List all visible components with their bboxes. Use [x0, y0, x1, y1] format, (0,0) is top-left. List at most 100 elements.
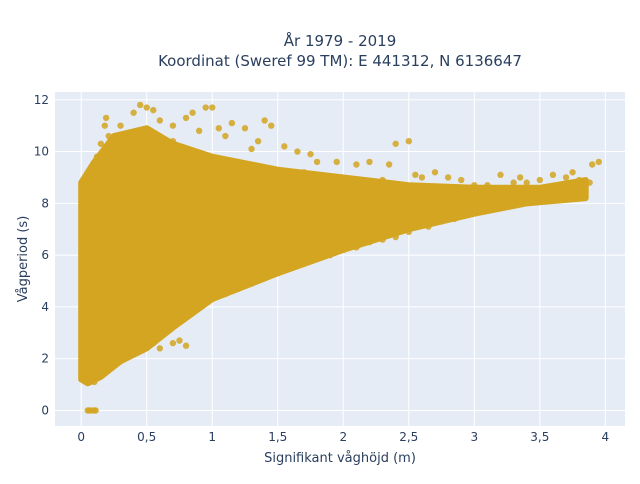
- data-point: [110, 360, 118, 368]
- data-point: [97, 368, 105, 375]
- data-point: [117, 143, 124, 150]
- data-point: [379, 176, 386, 184]
- data-point: [294, 246, 301, 254]
- data-point: [136, 101, 144, 109]
- data-point: [176, 337, 183, 344]
- data-point: [274, 171, 281, 179]
- data-point: [87, 218, 94, 225]
- data-point: [340, 246, 347, 254]
- data-point: [93, 374, 101, 382]
- data-point: [91, 166, 98, 173]
- data-point: [241, 262, 249, 269]
- data-point: [340, 215, 347, 223]
- data-point: [549, 171, 557, 179]
- data-point: [405, 137, 412, 145]
- data-point: [136, 347, 144, 355]
- data-point: [412, 171, 419, 179]
- data-point: [392, 140, 399, 147]
- data-point: [274, 270, 281, 277]
- data-point: [102, 114, 110, 122]
- y-tick-label: 10: [34, 145, 49, 159]
- data-point: [438, 218, 445, 225]
- data-point: [195, 127, 203, 135]
- data-point: [117, 272, 124, 280]
- data-point: [202, 104, 209, 111]
- data-point: [97, 342, 105, 349]
- data-point: [268, 251, 275, 259]
- data-point: [385, 161, 393, 168]
- data-point: [287, 264, 295, 272]
- data-point: [366, 213, 373, 220]
- data-point: [464, 210, 471, 217]
- data-point: [215, 125, 222, 132]
- data-point: [569, 169, 576, 176]
- data-point: [130, 171, 137, 179]
- data-point: [104, 288, 111, 295]
- data-point: [235, 241, 242, 248]
- data-point: [418, 174, 426, 181]
- data-point: [97, 202, 105, 210]
- data-point: [182, 148, 190, 155]
- data-point: [92, 407, 99, 414]
- data-point: [235, 182, 242, 189]
- data-point: [182, 311, 190, 318]
- data-point: [130, 109, 137, 116]
- data-points: [78, 101, 602, 414]
- x-axis-title: Signifikant våghöjd (m): [264, 451, 416, 466]
- data-point: [589, 161, 596, 168]
- data-point: [320, 236, 327, 243]
- data-point: [575, 176, 583, 184]
- x-tick-label: 3: [470, 430, 478, 444]
- data-point: [101, 122, 108, 129]
- data-point: [169, 339, 177, 347]
- data-point: [105, 132, 112, 140]
- data-point: [353, 244, 360, 251]
- data-point: [169, 122, 177, 129]
- x-tick-label: 1: [208, 430, 216, 444]
- data-point: [458, 189, 465, 197]
- data-point: [110, 327, 118, 334]
- data-point: [209, 192, 216, 199]
- data-point: [523, 189, 530, 197]
- data-point: [248, 145, 255, 153]
- data-point: [143, 342, 150, 349]
- data-point: [169, 137, 177, 145]
- data-point: [399, 220, 406, 228]
- data-point: [136, 298, 144, 305]
- data-point: [150, 106, 157, 114]
- data-point: [85, 280, 93, 287]
- chart-title-line-2: Koordinat (Sweref 99 TM): E 441312, N 61…: [158, 52, 522, 70]
- data-point: [366, 238, 373, 246]
- x-tick-label: 0,5: [137, 430, 156, 444]
- data-point: [418, 192, 426, 199]
- x-tick-label: 0: [77, 430, 85, 444]
- data-point: [300, 169, 308, 176]
- data-point: [150, 339, 157, 347]
- data-point: [549, 184, 557, 191]
- data-point: [117, 122, 124, 129]
- data-point: [307, 150, 314, 158]
- y-tick-label: 2: [41, 352, 49, 366]
- data-point: [130, 350, 137, 357]
- data-point: [93, 153, 101, 160]
- data-point: [313, 220, 321, 228]
- data-point: [182, 342, 190, 349]
- data-point: [444, 174, 452, 181]
- data-point: [222, 132, 229, 140]
- data-point: [222, 187, 229, 194]
- data-point: [530, 192, 537, 199]
- data-point: [458, 176, 465, 184]
- data-point: [326, 251, 334, 259]
- y-tick-label: 8: [41, 196, 49, 210]
- data-point: [84, 249, 91, 256]
- data-point: [536, 176, 544, 184]
- data-point: [248, 280, 255, 287]
- data-point: [156, 117, 164, 124]
- y-tick-label: 4: [41, 300, 49, 314]
- y-axis-title: Vågperiod (s): [16, 216, 31, 303]
- data-point: [543, 194, 550, 202]
- data-point: [156, 327, 164, 334]
- data-point: [182, 114, 190, 122]
- data-point: [189, 277, 196, 285]
